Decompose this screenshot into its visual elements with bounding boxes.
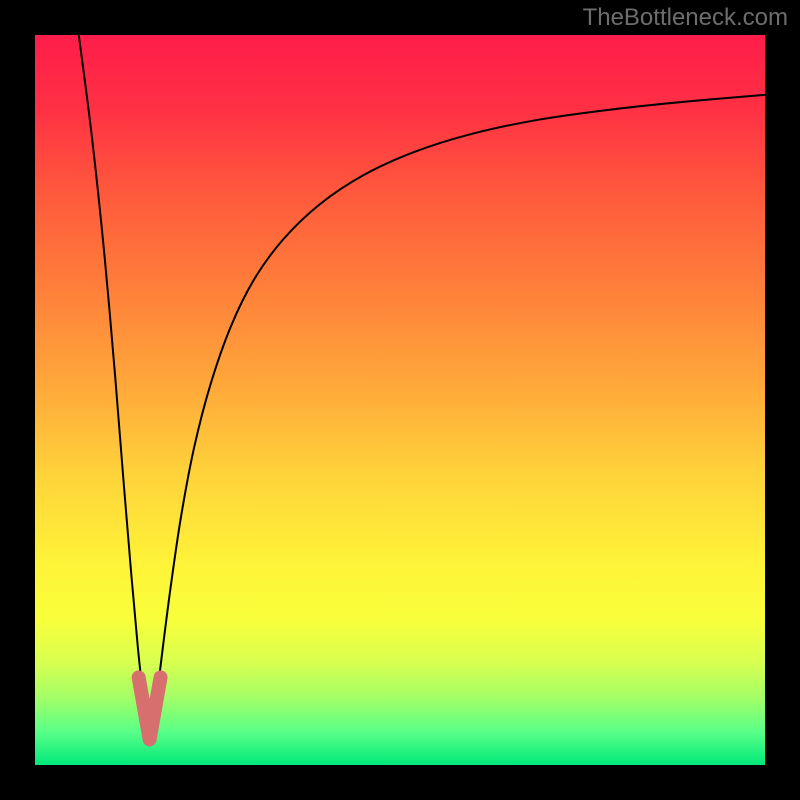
watermark-text: TheBottleneck.com [583, 4, 788, 32]
chart-frame: TheBottleneck.com [0, 0, 800, 800]
gradient-background [35, 35, 765, 765]
bottleneck-chart [0, 0, 800, 800]
